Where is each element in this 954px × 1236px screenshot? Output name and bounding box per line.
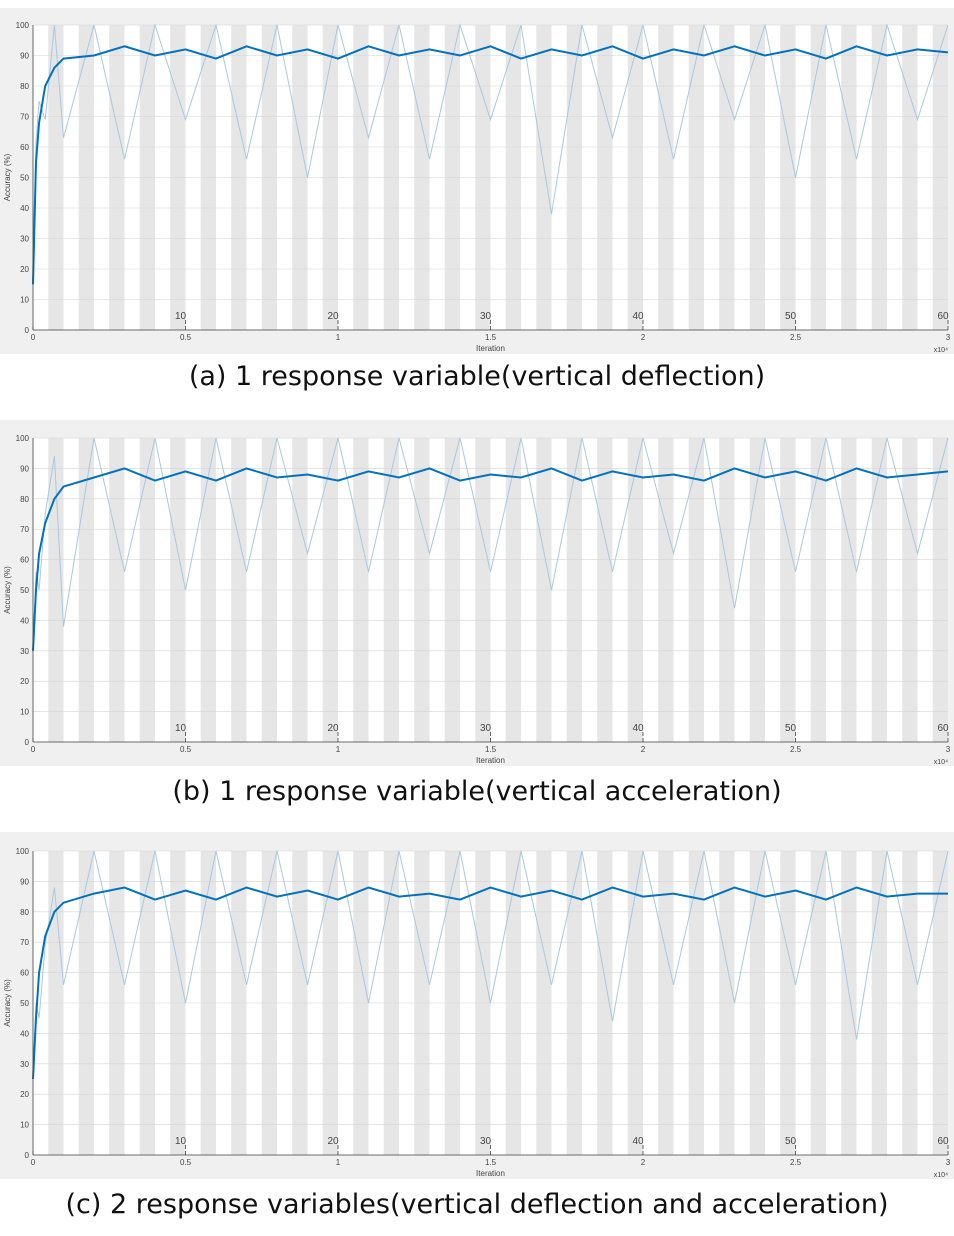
- epoch-label: 40: [632, 311, 644, 322]
- chart-panel: 0 10 20 30 40 50 60 70 80 90 100 0 0.5 1 1.5 2 2.5 3 10 20 3…: [0, 420, 954, 807]
- y-tick-label: 30: [20, 647, 29, 656]
- x-tick-label: 2.5: [790, 333, 802, 342]
- y-tick-label: 20: [20, 265, 29, 274]
- y-tick-label: 60: [20, 556, 29, 565]
- accuracy-line: [32, 467, 949, 651]
- x-tick-label: 2: [641, 1158, 646, 1167]
- accuracy-line: [32, 886, 948, 1080]
- y-tick-label: 90: [20, 877, 29, 886]
- epoch-label: 60: [937, 723, 949, 734]
- y-tick-label: 0: [25, 738, 30, 747]
- epoch-label: 20: [327, 1136, 339, 1147]
- x-tick-label: 0.5: [180, 745, 192, 754]
- y-tick-label: 0: [25, 326, 30, 335]
- y-tick-label: 20: [20, 677, 29, 686]
- y-tick-label: 80: [20, 908, 29, 917]
- x-tick-label: 2: [641, 745, 646, 754]
- y-tick-label: 0: [25, 1151, 30, 1160]
- epoch-label: 30: [480, 723, 492, 734]
- y-tick-label: 40: [20, 1029, 29, 1038]
- y-axis-label: Accuracy (%): [3, 153, 12, 201]
- epoch-label: 30: [480, 1136, 492, 1147]
- y-tick-label: 10: [20, 296, 29, 305]
- y-tick-label: 60: [20, 143, 29, 152]
- epoch-label: 40: [632, 1136, 644, 1147]
- x-multiplier: x10⁴: [934, 347, 948, 354]
- epoch-label: 20: [327, 723, 339, 734]
- x-axis-label: Iteration: [476, 344, 505, 353]
- y-tick-label: 10: [20, 1121, 29, 1130]
- x-tick-label: 0: [31, 1158, 36, 1167]
- caption: (a) 1 response variable(vertical deflect…: [189, 361, 765, 392]
- accuracy-line: [32, 23, 949, 270]
- accuracy-line: [32, 45, 949, 285]
- x-tick-label: 0.5: [180, 1158, 192, 1167]
- y-tick-label: 100: [16, 847, 30, 856]
- x-multiplier: x10⁴: [934, 1172, 948, 1179]
- x-tick-label: 1: [336, 745, 341, 754]
- y-tick-label: 70: [20, 938, 29, 947]
- y-tick-label: 30: [20, 1060, 29, 1069]
- epoch-label: 50: [785, 723, 797, 734]
- y-tick-label: 30: [20, 235, 29, 244]
- x-tick-label: 0: [31, 333, 36, 342]
- y-tick-label: 40: [20, 204, 29, 213]
- y-axis-label: Accuracy (%): [3, 979, 12, 1027]
- y-axis-label: Accuracy (%): [3, 566, 12, 614]
- epoch-label: 20: [327, 311, 339, 322]
- epoch-label: 10: [175, 723, 187, 734]
- x-tick-label: 1: [336, 1158, 341, 1167]
- epoch-label: 10: [175, 311, 187, 322]
- epoch-label: 30: [480, 311, 492, 322]
- y-tick-label: 50: [20, 174, 29, 183]
- y-tick-label: 50: [20, 999, 29, 1008]
- x-tick-label: 1.5: [485, 745, 497, 754]
- y-tick-label: 90: [20, 464, 29, 473]
- x-tick-label: 3: [946, 333, 951, 342]
- x-tick-label: 0.5: [180, 333, 192, 342]
- epoch-label: 60: [937, 311, 949, 322]
- epoch-label: 50: [785, 311, 797, 322]
- y-tick-label: 100: [16, 434, 30, 443]
- epoch-label: 10: [175, 1136, 187, 1147]
- x-tick-label: 1: [336, 333, 341, 342]
- y-tick-label: 50: [20, 586, 29, 595]
- y-tick-label: 80: [20, 82, 29, 91]
- epoch-label: 60: [937, 1136, 949, 1147]
- x-tick-label: 3: [946, 745, 951, 754]
- x-multiplier: x10⁴: [934, 759, 948, 766]
- y-tick-label: 20: [20, 1090, 29, 1099]
- y-tick-label: 70: [20, 113, 29, 122]
- x-tick-label: 1.5: [485, 1158, 497, 1167]
- x-axis-label: Iteration: [476, 1169, 505, 1178]
- accuracy-line: [32, 437, 949, 651]
- y-tick-label: 10: [20, 708, 29, 717]
- x-tick-label: 1.5: [485, 333, 497, 342]
- chart-panel: 0 10 20 30 40 50 60 70 80 90 100 0 0.5 1 1.5 2 2.5 3 10 20 3…: [0, 8, 954, 392]
- caption: (b) 1 response variable(vertical acceler…: [172, 776, 781, 807]
- chart-panel: 0 10 20 30 40 50 60 70 80 90 100 0 0.5 1 1.5 2 2.5 3 10 20 3…: [0, 832, 954, 1220]
- x-axis-label: Iteration: [476, 756, 505, 765]
- y-tick-label: 60: [20, 969, 29, 978]
- x-tick-label: 2: [641, 333, 646, 342]
- y-tick-label: 90: [20, 52, 29, 61]
- x-tick-label: 0: [31, 745, 36, 754]
- x-tick-label: 3: [946, 1158, 951, 1167]
- epoch-label: 40: [632, 723, 644, 734]
- y-tick-label: 70: [20, 525, 29, 534]
- y-tick-label: 80: [20, 495, 29, 504]
- x-tick-label: 2.5: [790, 1158, 802, 1167]
- y-tick-label: 100: [16, 21, 30, 30]
- caption: (c) 2 response variables(vertical deflec…: [66, 1189, 889, 1220]
- epoch-label: 50: [785, 1136, 797, 1147]
- y-tick-label: 40: [20, 616, 29, 625]
- x-tick-label: 2.5: [790, 745, 802, 754]
